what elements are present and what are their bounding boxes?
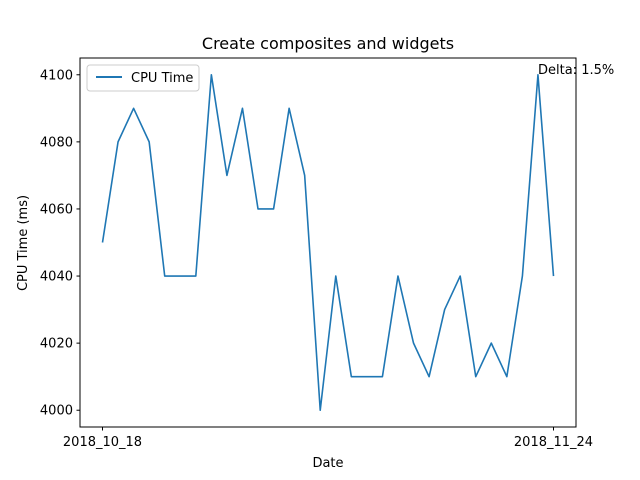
series-layer <box>101 73 555 412</box>
y-axis-label: CPU Time (ms) <box>16 195 31 291</box>
x-tick-label: 2018_11_24 <box>514 435 593 450</box>
y-tick-label: 4000 <box>40 404 73 419</box>
chart-title: Create composites and widgets <box>202 34 454 53</box>
y-tick-label: 4100 <box>40 68 73 83</box>
series-line-cpu-time <box>101 73 555 412</box>
legend-box <box>86 64 200 92</box>
plot-area <box>79 57 577 428</box>
x-axis: 2018_10_18 2018_11_24 <box>63 427 593 450</box>
legend-label: CPU Time <box>131 71 193 86</box>
y-tick-label: 4020 <box>40 337 73 352</box>
legend: CPU Time <box>86 64 200 92</box>
y-axis: 4000 4020 4040 4060 4080 4100 <box>40 68 80 419</box>
y-tick-label: 4060 <box>40 202 73 217</box>
delta-annotation: Delta: 1.5% <box>538 63 614 78</box>
y-tick-label: 4040 <box>40 270 73 285</box>
plot-frame <box>79 57 577 428</box>
y-tick-label: 4080 <box>40 135 73 150</box>
x-tick-label: 2018_10_18 <box>63 435 142 450</box>
x-axis-label: Date <box>312 456 343 471</box>
